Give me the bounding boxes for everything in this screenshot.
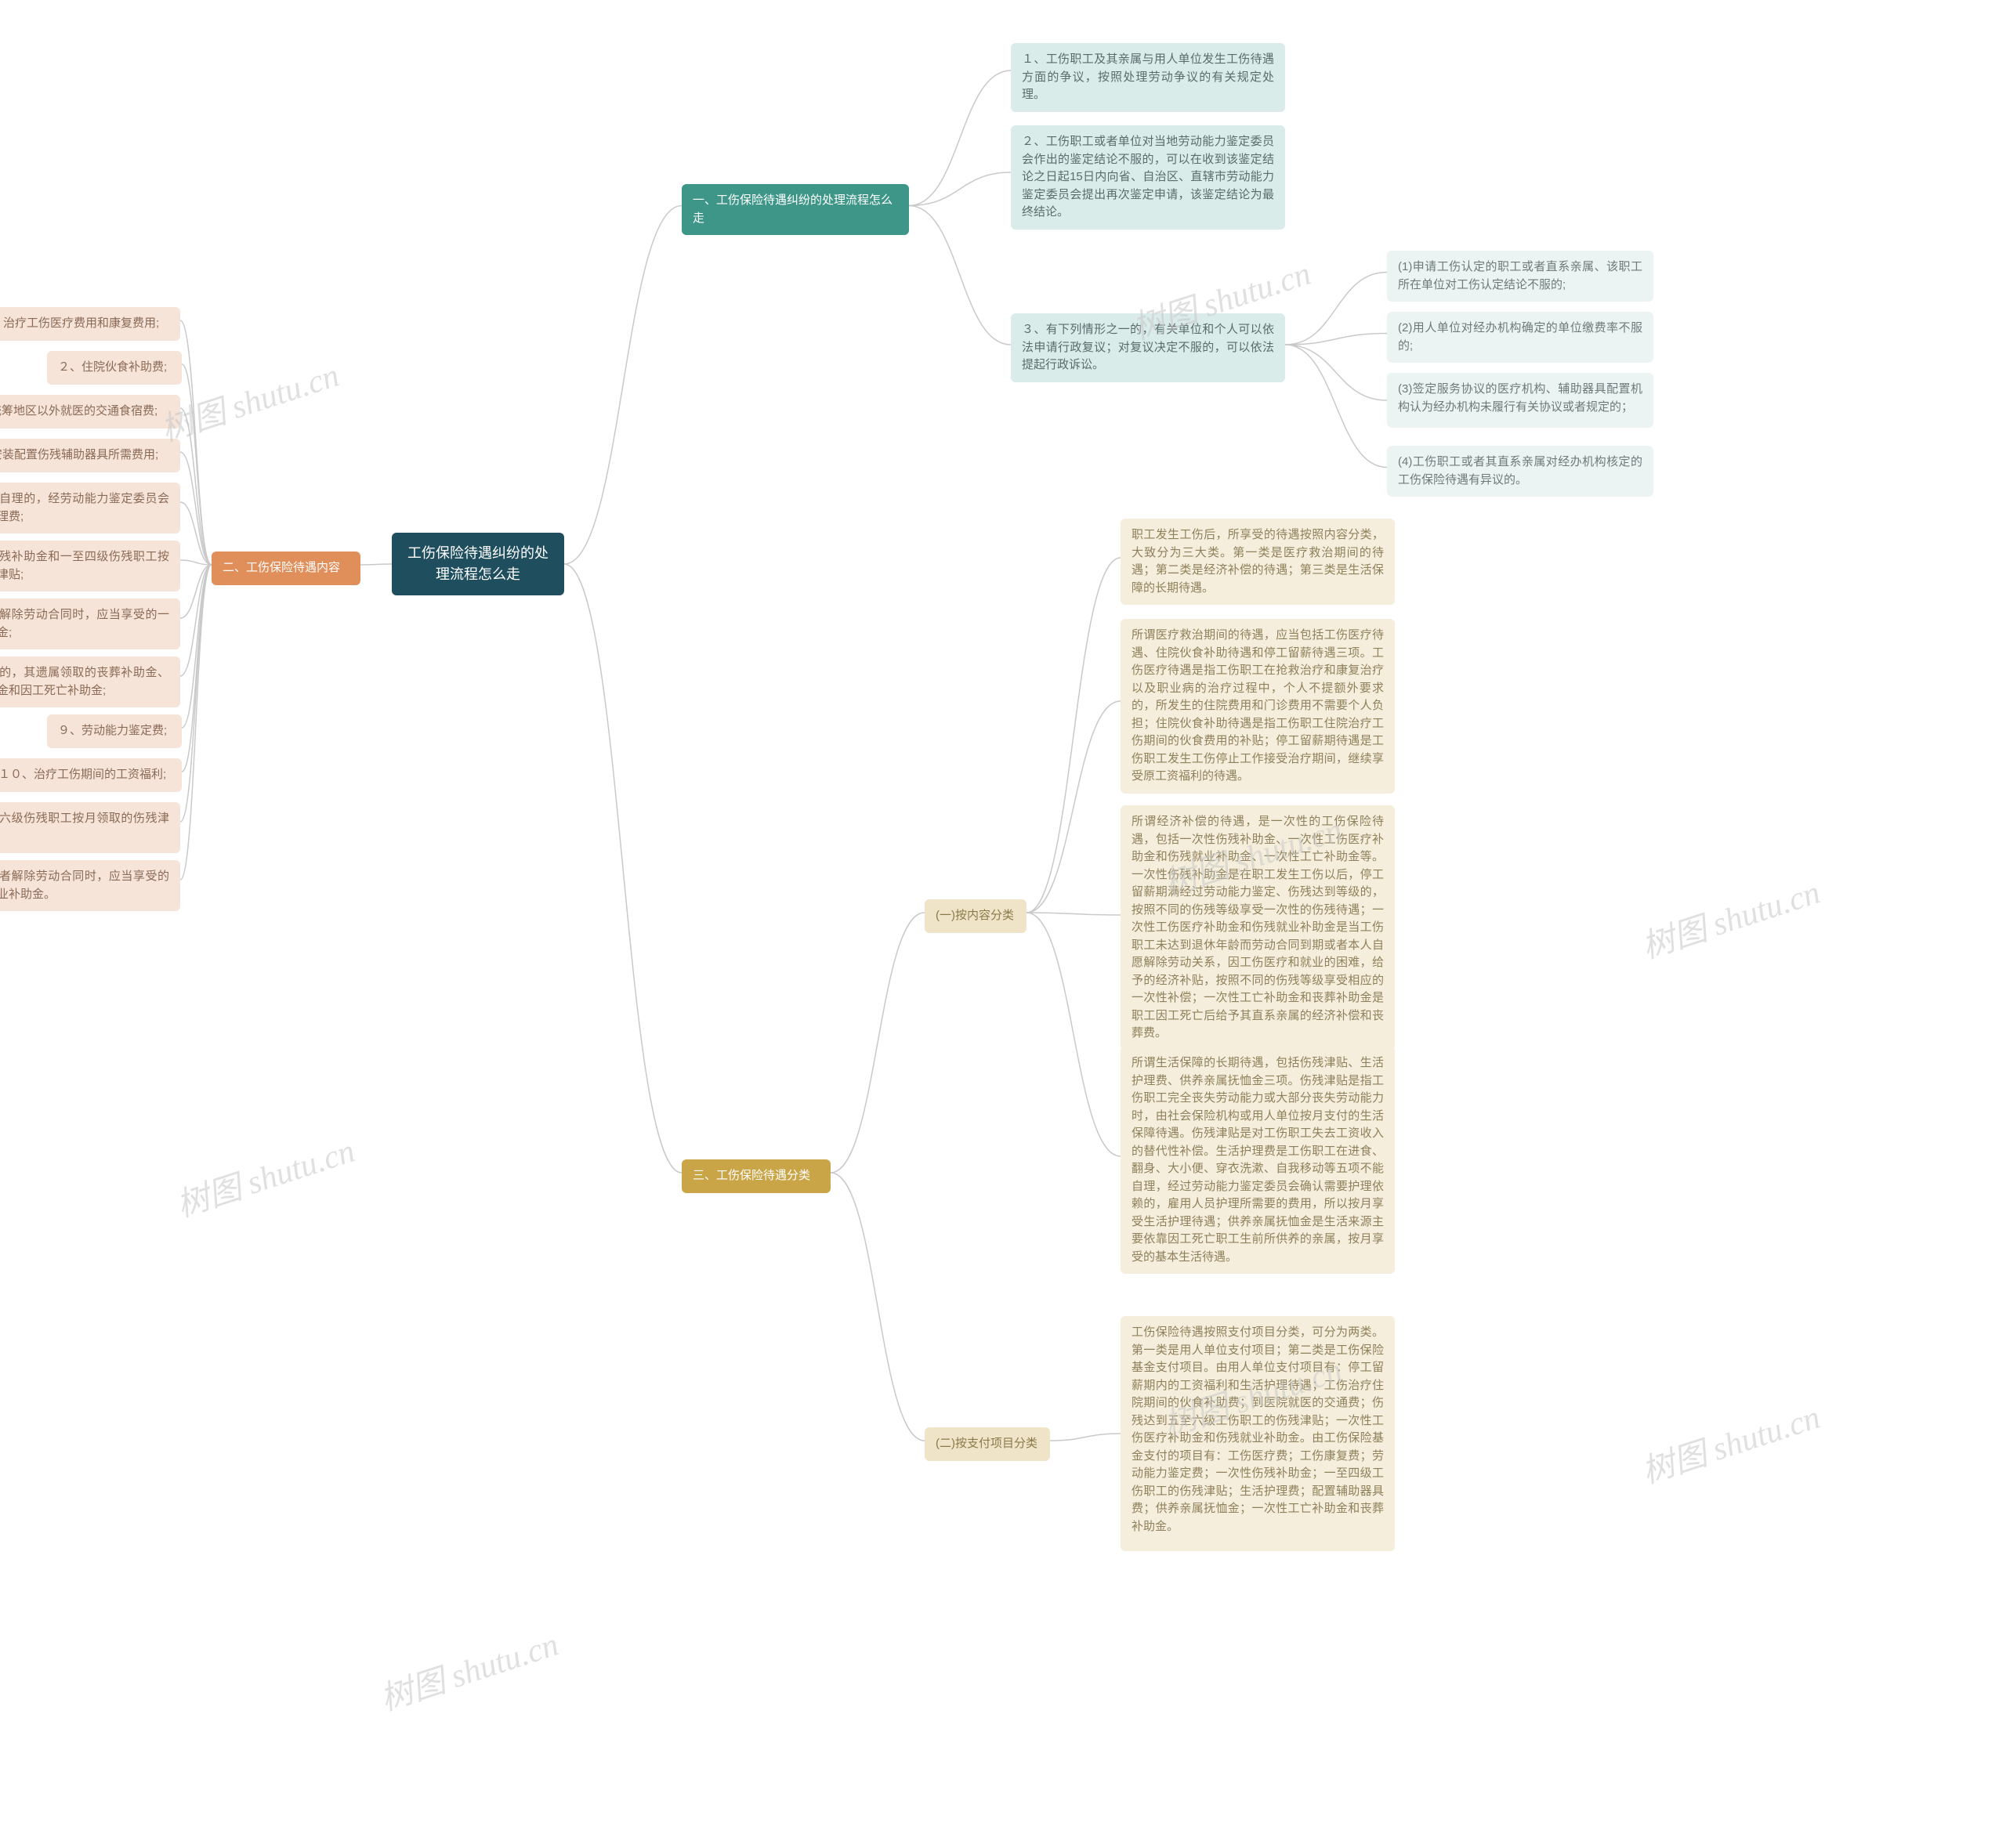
b2c7: ７、终止或者解除劳动合同时，应当享受的一次性医疗补助金; — [0, 599, 180, 649]
b2c5: ５、生活不能自理的，经劳动能力鉴定委员会确认的生活护理费; — [0, 483, 180, 533]
b1c3d: (4)工伤职工或者其直系亲属对经办机构核定的工伤保险待遇有异议的。 — [1387, 446, 1653, 497]
b1c3c: (3)签定服务协议的医疗机构、辅助器具配置机构认为经办机构未履行有关协议或者规定… — [1387, 373, 1653, 428]
b1c2: ２、工伤职工或者单位对当地劳动能力鉴定委员会作出的鉴定结论不服的，可以在收到该鉴… — [1011, 125, 1285, 230]
b1c3: ３、有下列情形之一的，有关单位和个人可以依法申请行政复议；对复议决定不服的，可以… — [1011, 313, 1285, 382]
watermark: 树图 shutu.cn — [373, 1618, 563, 1720]
b2c9: ９、劳动能力鉴定费; — [47, 714, 182, 748]
b3c1: (一)按内容分类 — [925, 899, 1027, 933]
b3c1c: 所谓经济补偿的待遇，是一次性的工伤保险待遇，包括一次性伤残补助金、一次性工伤医疗… — [1121, 805, 1395, 1051]
b1c3a: (1)申请工伤认定的职工或者直系亲属、该职工所在单位对工伤认定结论不服的; — [1387, 251, 1653, 302]
watermark: 树图 shutu.cn — [154, 349, 344, 451]
b1c1: １、工伤职工及其亲属与用人单位发生工伤待遇方面的争议，按照处理劳动争议的有关规定… — [1011, 43, 1285, 112]
b3c2: (二)按支付项目分类 — [925, 1427, 1050, 1461]
watermark: 树图 shutu.cn — [1635, 866, 1825, 968]
b3: 三、工伤保险待遇分类 — [682, 1159, 831, 1193]
b2c6: ６、一次性伤残补助金和一至四级伤残职工按月领取的伤残津贴; — [0, 541, 180, 591]
b2c4: ４、安装配置伤残辅助器具所需费用; — [0, 439, 180, 472]
root: 工伤保险待遇纠纷的处理流程怎么走 — [392, 533, 564, 595]
watermark: 树图 shutu.cn — [1635, 1391, 1825, 1493]
b3c2a: 工伤保险待遇按照支付项目分类，可分为两类。第一类是用人单位支付项目；第二类是工伤… — [1121, 1316, 1395, 1551]
b3c1d: 所谓生活保障的长期待遇，包括伤残津贴、生活护理费、供养亲属抚恤金三项。伤残津贴是… — [1121, 1047, 1395, 1274]
b2c12: １２、终止或者解除劳动合同时，应当享受的一次性伤残就业补助金。 — [0, 860, 180, 911]
b2: 二、工伤保险待遇内容 — [212, 552, 360, 585]
b2c10: １０、治疗工伤期间的工资福利; — [0, 758, 182, 792]
b2c2: ２、住院伙食补助费; — [47, 351, 182, 385]
b2c11: １１、五级、六级伤残职工按月领取的伤残津贴; — [0, 802, 180, 853]
b1: 一、工伤保险待遇纠纷的处理流程怎么走 — [682, 184, 909, 235]
b2c8: ８、因工死亡的，其遗属领取的丧葬补助金、供养亲属抚恤金和因工死亡补助金; — [0, 656, 180, 707]
b2c3: ３、到统筹地区以外就医的交通食宿费; — [0, 395, 180, 429]
b3c1a: 职工发生工伤后，所享受的待遇按照内容分类，大致分为三大类。第一类是医疗救治期间的… — [1121, 519, 1395, 605]
b2c1: １、治疗工伤医疗费用和康复费用; — [0, 307, 180, 341]
b1c3b: (2)用人单位对经办机构确定的单位缴费率不服的; — [1387, 312, 1653, 363]
watermark: 树图 shutu.cn — [169, 1124, 360, 1227]
b3c1b: 所谓医疗救治期间的待遇，应当包括工伤医疗待遇、住院伙食补助待遇和停工留薪待遇三项… — [1121, 619, 1395, 794]
